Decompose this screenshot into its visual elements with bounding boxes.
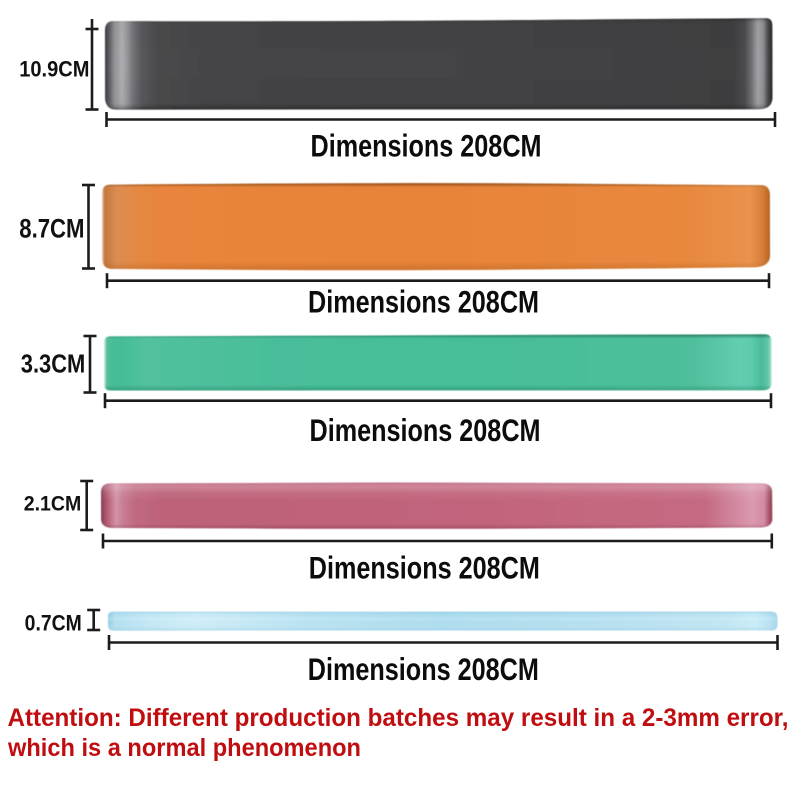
svg-text:which is a normal phenomenon: which is a normal phenomenon [7,734,361,762]
svg-text:3.3CM: 3.3CM [21,350,86,379]
svg-text:10.9CM: 10.9CM [19,58,89,82]
svg-text:Dimensions 208CM: Dimensions 208CM [308,285,539,320]
svg-text:2.1CM: 2.1CM [24,491,81,515]
svg-text:Dimensions 208CM: Dimensions 208CM [309,551,540,586]
svg-text:Dimensions 208CM: Dimensions 208CM [310,129,541,164]
svg-text:Dimensions 208CM: Dimensions 208CM [309,414,540,449]
svg-text:Dimensions 208CM: Dimensions 208CM [308,652,539,687]
svg-text:0.7CM: 0.7CM [25,611,82,635]
svg-text:Attention: Different productio: Attention: Different production batches … [8,705,789,732]
svg-text:8.7CM: 8.7CM [19,215,84,244]
